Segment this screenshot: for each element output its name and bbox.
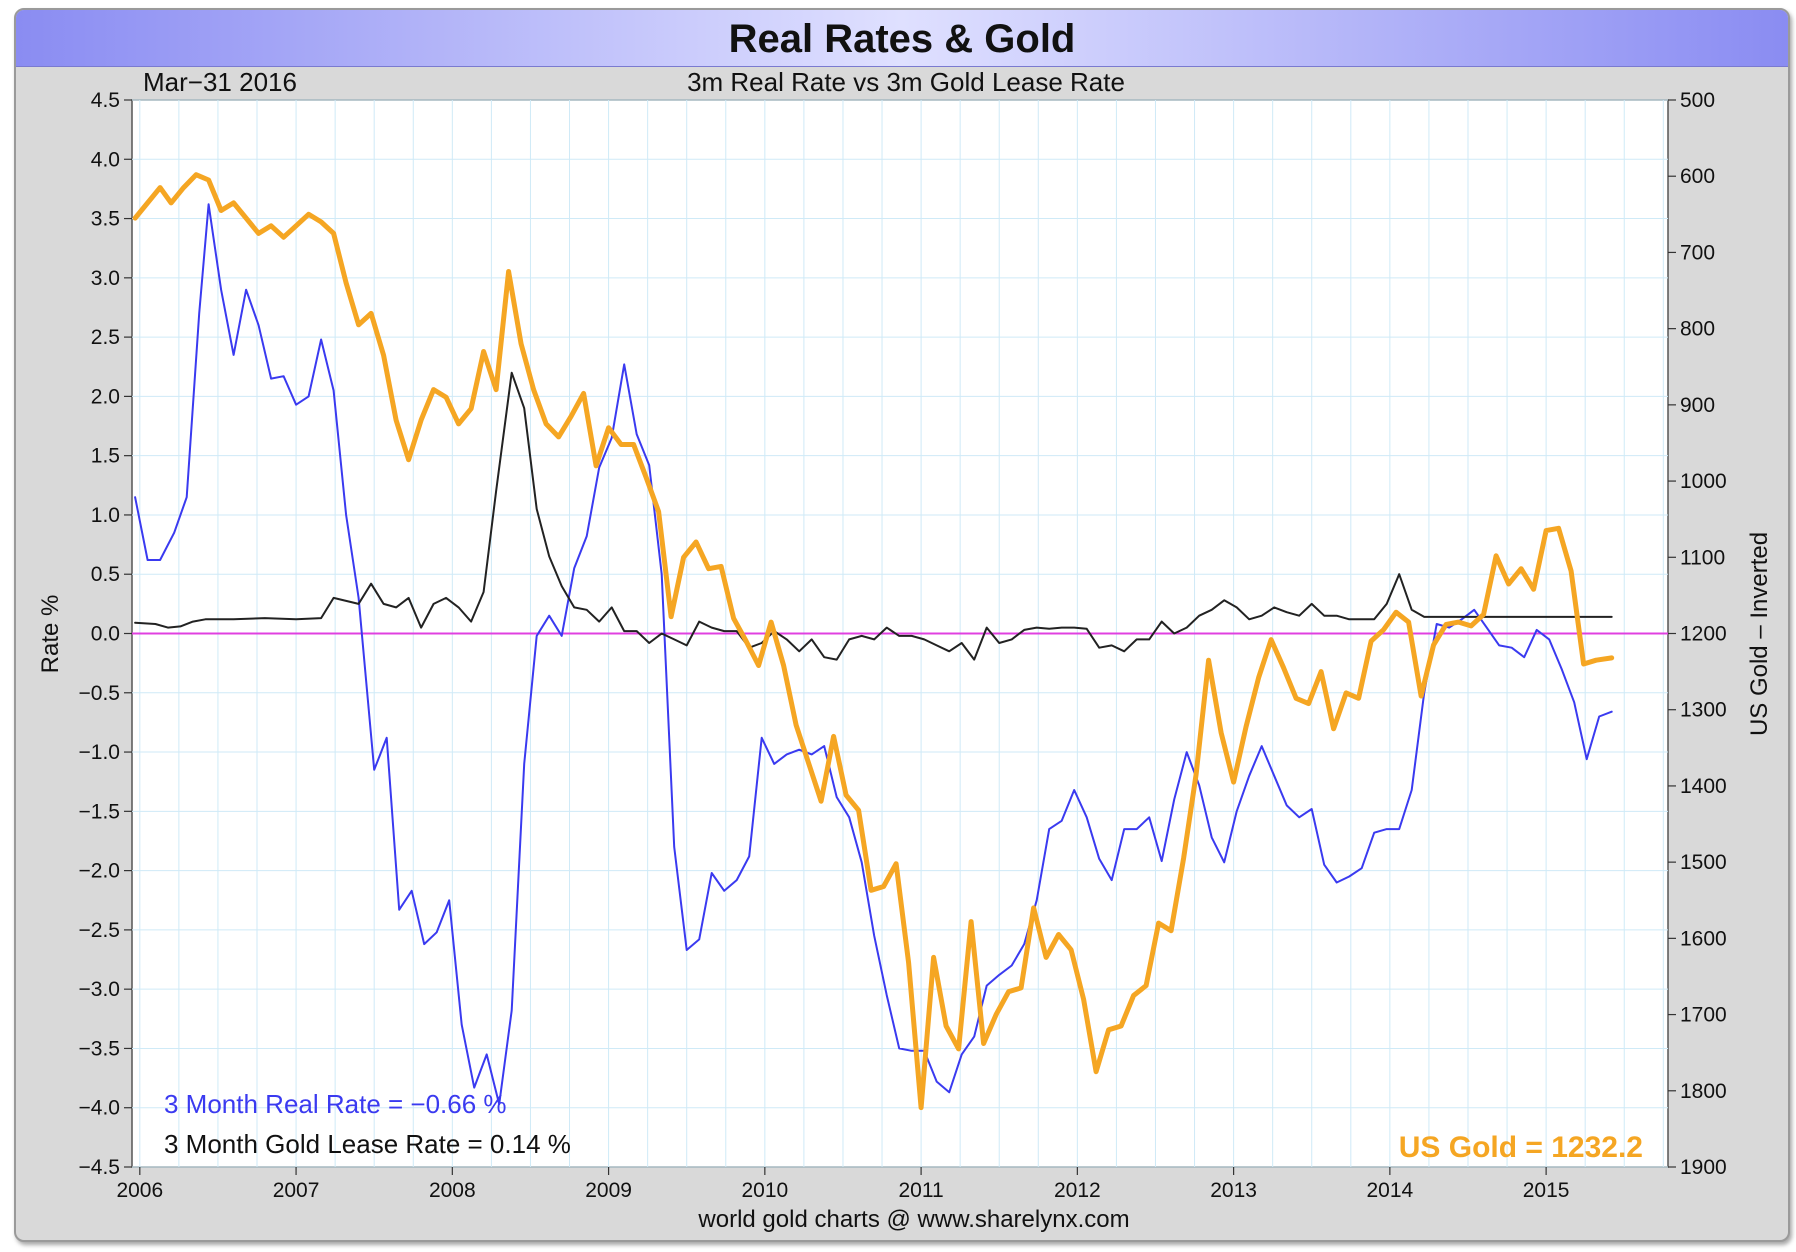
right-tick-label: 1000 bbox=[1680, 470, 1727, 493]
left-tick-label: −3.0 bbox=[79, 978, 120, 1001]
x-tick-label: 2010 bbox=[741, 1179, 788, 1202]
right-tick-label: 1900 bbox=[1680, 1156, 1727, 1179]
right-tick-label: 1200 bbox=[1680, 623, 1727, 646]
left-tick-label: −2.0 bbox=[79, 860, 120, 883]
left-tick-label: −3.5 bbox=[79, 1037, 120, 1060]
right-tick-label: 1700 bbox=[1680, 1004, 1727, 1027]
right-tick-label: 1500 bbox=[1680, 851, 1727, 874]
right-tick-label: 700 bbox=[1680, 241, 1715, 264]
left-tick-label: −1.5 bbox=[79, 800, 120, 823]
left-tick-label: 1.0 bbox=[91, 504, 120, 527]
right-tick-label: 1300 bbox=[1680, 699, 1727, 722]
x-tick-label: 2012 bbox=[1054, 1179, 1101, 1202]
right-tick-label: 500 bbox=[1680, 89, 1715, 112]
left-tick-label: −4.0 bbox=[79, 1097, 120, 1120]
right-axis-label: US Gold – Inverted bbox=[1746, 532, 1773, 736]
right-tick-label: 1400 bbox=[1680, 775, 1727, 798]
left-tick-label: −2.5 bbox=[79, 919, 120, 942]
x-tick-label: 2015 bbox=[1523, 1179, 1570, 1202]
series-real-rate-line bbox=[134, 203, 1613, 1106]
right-tick-label: 600 bbox=[1680, 165, 1715, 188]
left-tick-label: 1.5 bbox=[91, 445, 120, 468]
left-tick-label: 3.5 bbox=[91, 208, 120, 231]
x-tick-label: 2013 bbox=[1210, 1179, 1257, 1202]
series-layer bbox=[132, 172, 1615, 1111]
right-tick-label: 1800 bbox=[1680, 1080, 1727, 1103]
right-tick-label: 900 bbox=[1680, 394, 1715, 417]
left-tick-label: 3.0 bbox=[91, 267, 120, 290]
x-tick-label: 2007 bbox=[273, 1179, 320, 1202]
left-tick-label: 2.5 bbox=[91, 326, 120, 349]
series-gold-line bbox=[132, 172, 1615, 1111]
title-bar: Real Rates & Gold bbox=[16, 10, 1788, 67]
series-lease-rate-line bbox=[134, 371, 1613, 661]
x-tick-label: 2006 bbox=[116, 1179, 163, 1202]
legend-gold: US Gold = 1232.2 bbox=[1399, 1131, 1643, 1164]
left-tick-label: 4.0 bbox=[91, 148, 120, 171]
right-tick-label: 1100 bbox=[1680, 546, 1725, 569]
left-tick-label: −4.5 bbox=[79, 1156, 120, 1179]
right-tick-label: 800 bbox=[1680, 318, 1715, 341]
x-tick-label: 2011 bbox=[899, 1179, 944, 1202]
x-tick-label: 2009 bbox=[585, 1179, 632, 1202]
axis-ticks: 4.5 4.0 3.5 3.0 2.5 2.0 1.5 1.0 0.5 0.0 −0.5 −1.0 −1… bbox=[79, 89, 1727, 1202]
right-tick-label: 1600 bbox=[1680, 927, 1727, 950]
chart-subtitle: 3m Real Rate vs 3m Gold Lease Rate bbox=[687, 67, 1125, 97]
left-axis-label: Rate % bbox=[37, 595, 64, 674]
date-label: Mar−31 2016 bbox=[143, 67, 297, 97]
chart-title: Real Rates & Gold bbox=[728, 17, 1076, 61]
x-tick-label: 2008 bbox=[429, 1179, 476, 1202]
left-tick-label: 4.5 bbox=[91, 89, 120, 112]
left-tick-label: −1.0 bbox=[79, 741, 120, 764]
left-tick-label: −0.5 bbox=[79, 682, 120, 705]
left-tick-label: 0.0 bbox=[91, 623, 120, 646]
footer-credit: world gold charts @ www.sharelynx.com bbox=[697, 1206, 1129, 1233]
left-tick-label: 0.5 bbox=[91, 563, 120, 586]
x-tick-label: 2014 bbox=[1367, 1179, 1414, 1202]
left-tick-label: 2.0 bbox=[91, 385, 120, 408]
legend-lease-rate: 3 Month Gold Lease Rate = 0.14 % bbox=[164, 1129, 571, 1159]
legend-real-rate: 3 Month Real Rate = −0.66 % bbox=[164, 1089, 507, 1119]
